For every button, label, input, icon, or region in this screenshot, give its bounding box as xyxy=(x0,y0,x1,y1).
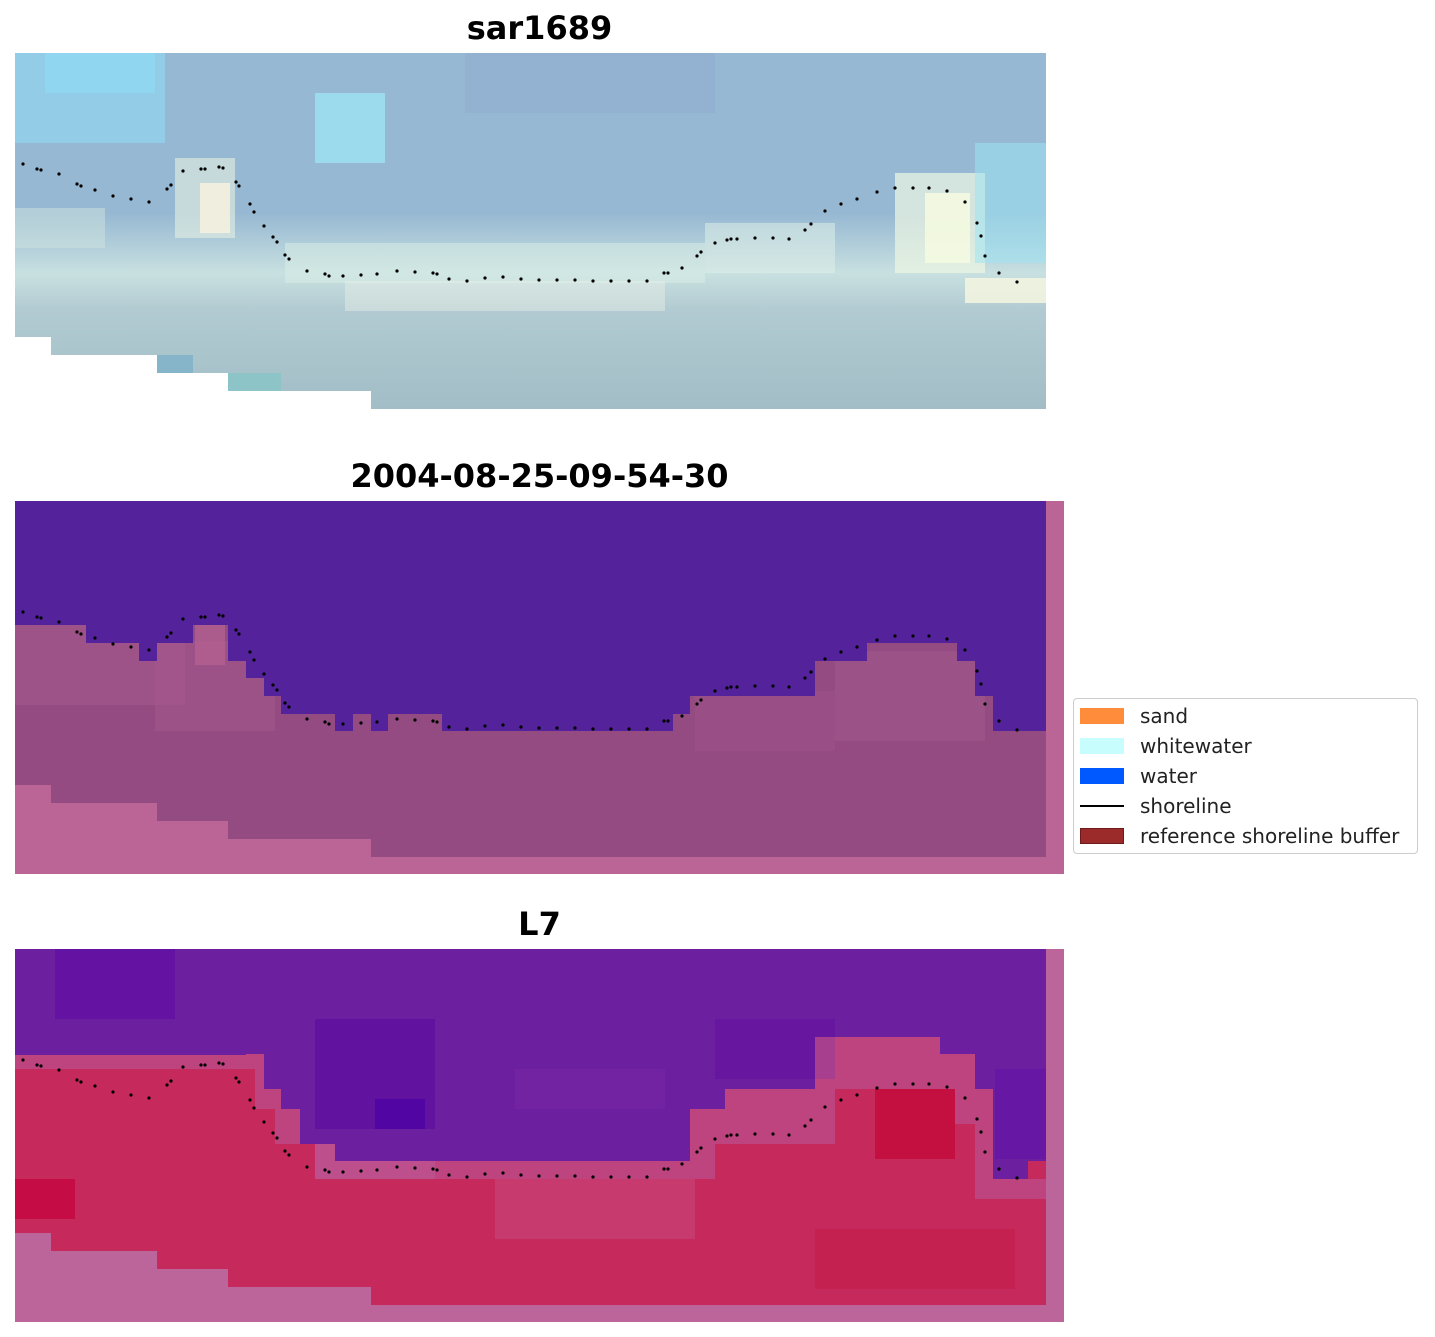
legend-label-shoreline: shoreline xyxy=(1140,794,1232,818)
legend-label-sand: sand xyxy=(1140,704,1189,728)
legend-item-sand: sand xyxy=(1080,704,1188,728)
whitewater-swatch xyxy=(1080,738,1124,754)
panel-title-3: L7 xyxy=(518,905,561,943)
l7-image-panel xyxy=(15,949,1064,1322)
water-region xyxy=(15,501,1046,731)
buffer-swatch xyxy=(1080,828,1124,844)
shoreline-dots xyxy=(21,1058,1019,1180)
legend-item-whitewater: whitewater xyxy=(1080,734,1252,758)
legend-item-shoreline: shoreline xyxy=(1080,794,1232,818)
panel-title-1: sar1689 xyxy=(466,9,613,47)
land-texture xyxy=(15,625,985,751)
legend-item-water: water xyxy=(1080,764,1197,788)
shoreline-dots xyxy=(21,610,1019,732)
water-swatch xyxy=(1080,768,1124,784)
legend-label-water: water xyxy=(1140,764,1197,788)
sand-swatch xyxy=(1080,708,1124,724)
shoreline-dots xyxy=(21,162,1019,284)
legend-label-buffer: reference shoreline buffer xyxy=(1140,824,1400,848)
shoreline-line-swatch xyxy=(1080,805,1124,807)
water-region xyxy=(15,949,1046,1179)
sar-texture xyxy=(15,53,1046,311)
legend-item-buffer: reference shoreline buffer xyxy=(1080,824,1399,848)
classified-image-panel xyxy=(15,501,1064,874)
legend: sand whitewater water shoreline referenc… xyxy=(1073,698,1418,854)
legend-label-whitewater: whitewater xyxy=(1140,734,1252,758)
sar-image-panel xyxy=(15,53,1046,409)
panel-title-2: 2004-08-25-09-54-30 xyxy=(350,457,729,495)
